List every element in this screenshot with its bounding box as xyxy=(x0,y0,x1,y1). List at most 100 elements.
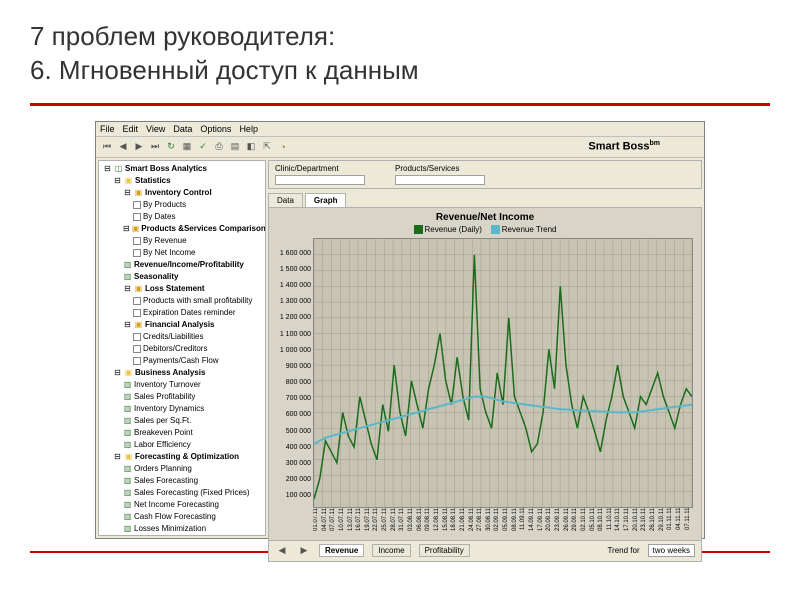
app-window: File Edit View Data Options Help ⏮ ◀ ▶ ⏭… xyxy=(95,121,705,539)
menubar: File Edit View Data Options Help xyxy=(96,122,704,137)
tree-financial[interactable]: ⊟▣Financial Analysis Credits/Liabilities… xyxy=(123,319,263,367)
chart-icon: ▥ xyxy=(123,380,132,389)
toolbar: ⏮ ◀ ▶ ⏭ ↻ ▦ ✓ ⎙ ▤ ◧ ⇱ ◔ Smart Bossbm xyxy=(96,137,704,158)
tree-inv-label: Inventory Control xyxy=(145,187,212,199)
footer-tab-income[interactable]: Income xyxy=(372,544,410,557)
chart-icon: ▥ xyxy=(123,416,132,425)
tool-2-icon[interactable]: ✓ xyxy=(196,140,210,154)
print-icon[interactable]: ⎙ xyxy=(212,140,226,154)
footer-tab-profitability[interactable]: Profitability xyxy=(419,544,470,557)
tree-revenue-profit[interactable]: ▥Revenue/Income/Profitability xyxy=(123,259,263,271)
tree-by-dates[interactable]: By Dates xyxy=(133,211,263,223)
tree-business[interactable]: ⊟▣Business Analysis ▥Inventory Turnover … xyxy=(113,367,263,451)
x-axis-labels: 01.07.1104.07.1107.07.1110.07.1113.07.11… xyxy=(313,508,693,536)
tab-row: Data Graph xyxy=(268,193,702,207)
tree-orders-plan[interactable]: ▥Orders Planning xyxy=(123,463,263,475)
menu-edit[interactable]: Edit xyxy=(123,124,139,134)
nav-prev-icon[interactable]: ◀ xyxy=(116,140,130,154)
tree-statistics[interactable]: ⊟▣Statistics ⊟▣Inventory Control By Prod… xyxy=(113,175,263,367)
footer-bar: ◀ ▶ Revenue Income Profitability Trend f… xyxy=(268,541,702,562)
app-title-text: Smart Boss xyxy=(588,141,649,153)
tree-cash-flow-fore[interactable]: ▥Cash Flow Forecasting xyxy=(123,511,263,523)
menu-options[interactable]: Options xyxy=(200,124,231,134)
tree-inventory-control[interactable]: ⊟▣Inventory Control By Products By Dates xyxy=(123,187,263,223)
chart-icon[interactable]: ◔ xyxy=(276,140,290,154)
tree-credits[interactable]: Credits/Liabilities xyxy=(133,331,263,343)
export-icon[interactable]: ⇱ xyxy=(260,140,274,154)
page-icon xyxy=(133,213,141,221)
tree-forecasting[interactable]: ⊟▣Forecasting & Optimization ▥Orders Pla… xyxy=(113,451,263,536)
tree-by-revenue[interactable]: By Revenue xyxy=(133,235,263,247)
folder-icon: ▣ xyxy=(134,188,143,197)
chart-icon: ▥ xyxy=(123,464,132,473)
tool-4-icon[interactable]: ◧ xyxy=(244,140,258,154)
tree-root-label: Smart Boss Analytics xyxy=(125,163,207,175)
minus-icon: ⊟ xyxy=(123,188,132,197)
tree-working-cap[interactable]: ▥Working Capital Estimation xyxy=(123,535,263,536)
nav-last-icon[interactable]: ⏭ xyxy=(148,140,162,154)
legend-sw-1 xyxy=(414,225,423,234)
tree-sales-sqft[interactable]: ▥Sales per Sq.Ft. xyxy=(123,415,263,427)
tree-root[interactable]: ⊟◫Smart Boss Analytics ⊟▣Statistics ⊟▣In… xyxy=(103,163,263,536)
filter-clinic-input[interactable] xyxy=(275,175,365,185)
chart-icon: ▥ xyxy=(123,260,132,269)
folder-open-icon: ▣ xyxy=(124,368,133,377)
tree-payments[interactable]: Payments/Cash Flow xyxy=(133,355,263,367)
tree-statistics-label: Statistics xyxy=(135,175,171,187)
minus-icon: ⊟ xyxy=(123,224,130,233)
folder-icon: ▣ xyxy=(134,320,143,329)
page-icon xyxy=(133,249,141,257)
footer-tab-revenue[interactable]: Revenue xyxy=(319,544,364,557)
tree-seasonality[interactable]: ▥Seasonality xyxy=(123,271,263,283)
legend-2: Revenue Trend xyxy=(502,225,557,234)
tree-small-profit[interactable]: Products with small profitability xyxy=(133,295,263,307)
tree-loss-statement[interactable]: ⊟▣Loss Statement Products with small pro… xyxy=(123,283,263,319)
trend-select[interactable]: two weeks xyxy=(648,544,695,557)
nav-first-icon[interactable]: ⏮ xyxy=(100,140,114,154)
refresh-icon[interactable]: ↻ xyxy=(164,140,178,154)
chart-title: Revenue/Net Income xyxy=(273,212,697,223)
menu-data[interactable]: Data xyxy=(173,124,192,134)
tree-expiration[interactable]: Expiration Dates reminder xyxy=(133,307,263,319)
app-title-sup: bm xyxy=(650,140,661,147)
chart-body xyxy=(313,238,693,508)
tree-by-net-income[interactable]: By Net Income xyxy=(133,247,263,259)
minus-icon: ⊟ xyxy=(113,176,122,185)
tab-graph[interactable]: Graph xyxy=(305,193,347,207)
tree-labor[interactable]: ▥Labor Efficiency xyxy=(123,439,263,451)
tree-products-services[interactable]: ⊟▣Products &Services Comparison By Reven… xyxy=(123,223,263,259)
page-icon xyxy=(133,201,141,209)
filter-bar: Clinic/Department Products/Services xyxy=(268,160,702,189)
tree-pane: ⊟◫Smart Boss Analytics ⊟▣Statistics ⊟▣In… xyxy=(98,160,266,536)
menu-help[interactable]: Help xyxy=(239,124,258,134)
filter-clinic-label: Clinic/Department xyxy=(275,164,365,173)
tree-losses-min[interactable]: ▥Losses Minimization xyxy=(123,523,263,535)
tree-breakeven[interactable]: ▥Breakeven Point xyxy=(123,427,263,439)
title-line-2: 6. Мгновенный доступ к данным xyxy=(30,54,770,88)
app-title: Smart Bossbm xyxy=(588,140,660,153)
filter-products-input[interactable] xyxy=(395,175,485,185)
footer-next-icon[interactable]: ▶ xyxy=(297,544,311,558)
legend-sw-2 xyxy=(491,225,500,234)
nav-tree: ⊟◫Smart Boss Analytics ⊟▣Statistics ⊟▣In… xyxy=(101,163,263,536)
folder-icon: ▣ xyxy=(134,284,143,293)
footer-prev-icon[interactable]: ◀ xyxy=(275,544,289,558)
tree-inv-turnover[interactable]: ▥Inventory Turnover xyxy=(123,379,263,391)
nav-next-icon[interactable]: ▶ xyxy=(132,140,146,154)
menu-view[interactable]: View xyxy=(146,124,165,134)
tree-sales-fore[interactable]: ▥Sales Forecasting xyxy=(123,475,263,487)
tree-debitors[interactable]: Debitors/Creditors xyxy=(133,343,263,355)
tree-inv-dynamics[interactable]: ▥Inventory Dynamics xyxy=(123,403,263,415)
slide-title: 7 проблем руководителя: 6. Мгновенный до… xyxy=(0,0,800,98)
folder-open-icon: ▣ xyxy=(124,176,133,185)
menu-file[interactable]: File xyxy=(100,124,115,134)
tree-by-products[interactable]: By Products xyxy=(133,199,263,211)
tab-data[interactable]: Data xyxy=(268,193,303,207)
tool-3-icon[interactable]: ▤ xyxy=(228,140,242,154)
tree-net-income-fore[interactable]: ▥Net Income Forecasting xyxy=(123,499,263,511)
tree-sales-fore-fixed[interactable]: ▥Sales Forecasting (Fixed Prices) xyxy=(123,487,263,499)
tool-1-icon[interactable]: ▦ xyxy=(180,140,194,154)
tree-ps-label: Products &Services Comparison xyxy=(141,223,265,235)
tree-sales-profit[interactable]: ▥Sales Profitability xyxy=(123,391,263,403)
title-underline xyxy=(30,103,770,106)
